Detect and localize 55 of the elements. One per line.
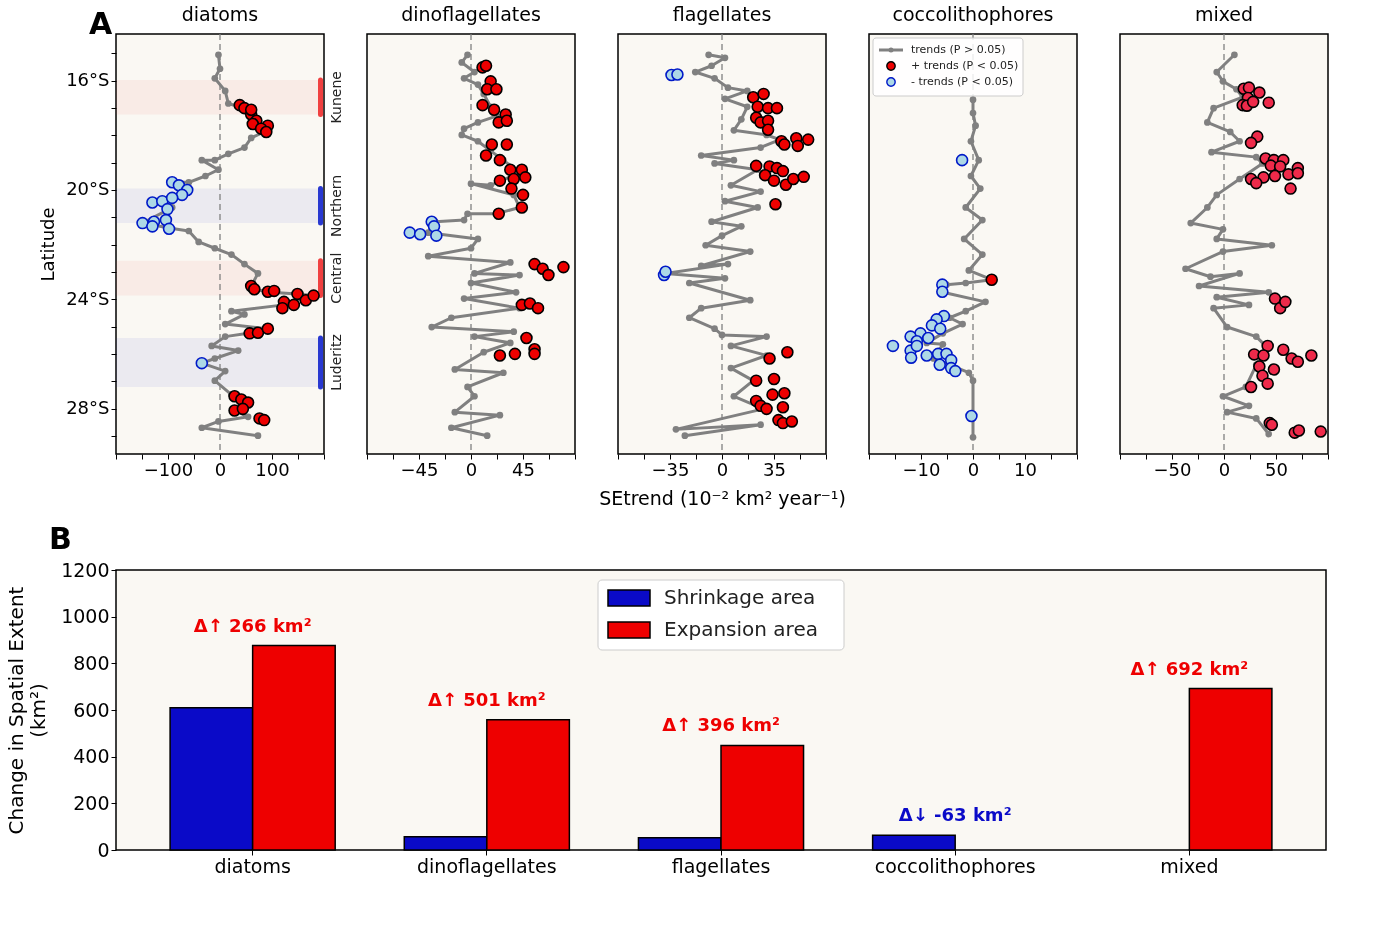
- x-tick-label: −45: [400, 458, 439, 480]
- y-tick-label: 800: [73, 651, 110, 674]
- chart-title: B: [49, 521, 72, 556]
- legend-label: - trends (P < 0.05): [911, 75, 1013, 88]
- y-tick-label: 1200: [61, 558, 110, 581]
- x-tick-label: 50: [1265, 458, 1288, 480]
- band-label: Kunene: [328, 71, 344, 124]
- annotation: Δ↑ 396 km²: [662, 714, 780, 736]
- x-tick-label: 100: [255, 458, 290, 480]
- legend-label: Shrinkage area: [664, 585, 816, 609]
- x-tick-label: diatoms: [214, 854, 291, 877]
- x-tick-label: 0: [1218, 458, 1231, 480]
- annotation: Δ↑ 692 km²: [1130, 657, 1249, 679]
- legend-label: Expansion area: [664, 617, 818, 641]
- x-tick-label: 0: [465, 458, 478, 480]
- band-label: Luderitz: [328, 334, 344, 391]
- x-tick-label: dinoflagellates: [417, 854, 557, 877]
- x-tick-label: −100: [143, 458, 194, 480]
- x-tick-label: −10: [902, 458, 941, 480]
- y-tick-label: 28°S: [66, 397, 110, 419]
- y-tick-label: 600: [73, 698, 110, 721]
- band-label: Central: [328, 252, 344, 304]
- x-tick-label: −50: [1153, 458, 1192, 480]
- y-tick-label: 20°S: [66, 178, 110, 200]
- x-tick-label: 0: [967, 458, 980, 480]
- x-tick-label: −35: [651, 458, 690, 480]
- y-tick-label: 24°S: [66, 287, 110, 309]
- chart-title: flagellates: [672, 3, 772, 26]
- chart-title: diatoms: [181, 3, 259, 26]
- x-tick-label: flagellates: [671, 854, 771, 877]
- annotation: Δ↑ 266 km²: [193, 614, 312, 636]
- x-axis-title: SEtrend (10⁻² km² year⁻¹): [599, 486, 846, 509]
- text: A: [88, 5, 113, 41]
- y-axis-title: Latitude: [37, 207, 59, 282]
- y-tick-label: 200: [73, 791, 110, 814]
- chart-title: dinoflagellates: [401, 3, 541, 26]
- x-tick-label: 0: [214, 458, 227, 480]
- x-tick-label: 45: [512, 458, 535, 480]
- legend-label: trends (P > 0.05): [911, 43, 1006, 56]
- x-tick-label: 10: [1014, 458, 1037, 480]
- annotation: Δ↑ 501 km²: [427, 688, 546, 710]
- y-tick-label: 400: [73, 745, 110, 768]
- y-axis-title: Change in Spatial Extent (km²): [4, 586, 51, 835]
- y-tick-label: 16°S: [66, 69, 110, 91]
- y-tick-label: 1000: [61, 605, 110, 628]
- annotation: Δ↓ -63 km²: [898, 804, 1012, 826]
- legend-label: + trends (P < 0.05): [911, 59, 1019, 72]
- chart-title: mixed: [1194, 3, 1254, 26]
- x-tick-label: 35: [763, 458, 786, 480]
- x-tick-label: 0: [716, 458, 729, 480]
- x-tick-label: coccolithophores: [874, 854, 1036, 877]
- y-tick-label: 0: [97, 838, 110, 861]
- x-tick-label: mixed: [1160, 854, 1219, 877]
- chart-title: coccolithophores: [892, 3, 1054, 26]
- band-label: Northern: [328, 174, 344, 237]
